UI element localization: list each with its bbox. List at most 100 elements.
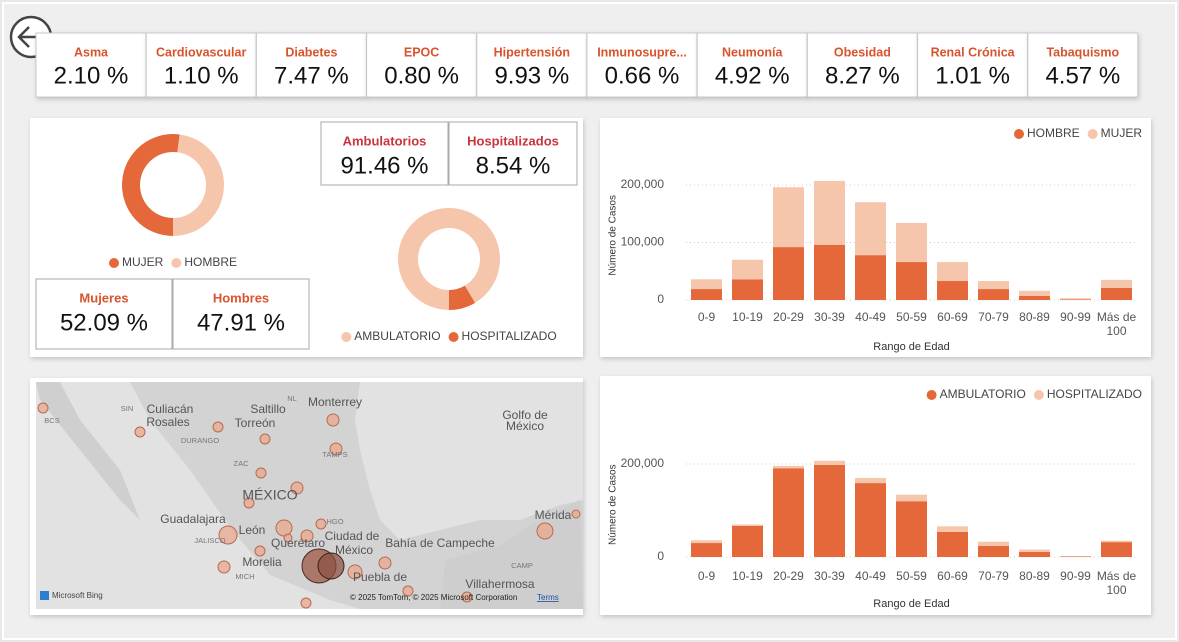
kpi-label: Inmunosupre... bbox=[597, 45, 687, 59]
x-tick-label: 80-89 bbox=[1019, 310, 1050, 324]
legend: HOMBRE MUJER bbox=[1013, 126, 1143, 140]
bar bbox=[1060, 299, 1091, 300]
kpi-label: Diabetes bbox=[285, 45, 337, 59]
kpi-value: 8.27 % bbox=[825, 62, 900, 89]
map-bubble bbox=[243, 497, 255, 509]
kpi-value: 4.92 % bbox=[715, 62, 790, 89]
bar bbox=[937, 526, 968, 532]
map-water bbox=[355, 382, 583, 540]
x-tick-label: 70-79 bbox=[978, 569, 1009, 583]
bar bbox=[937, 281, 968, 300]
bar bbox=[814, 180, 845, 245]
map-land bbox=[36, 382, 140, 520]
x-tick-label: 60-69 bbox=[937, 569, 968, 583]
x-tick-label: 40-49 bbox=[855, 310, 886, 324]
map-label: Golfo de bbox=[502, 408, 548, 422]
legend-label: MUJER bbox=[1101, 126, 1143, 140]
legend-label: AMBULATORIO bbox=[354, 329, 440, 343]
map-label: Puebla de bbox=[353, 570, 407, 584]
card bbox=[172, 278, 310, 350]
y-tick-label: 0 bbox=[657, 549, 664, 563]
x-tick-label: 0-9 bbox=[697, 310, 716, 324]
x-tick-label: 90-99 bbox=[1060, 569, 1091, 583]
map-label: Ciudad de bbox=[325, 529, 380, 543]
map-label: BCS bbox=[44, 416, 59, 425]
map-bubble bbox=[283, 533, 293, 543]
kpi-value: 9.93 % bbox=[494, 62, 569, 89]
legend-label: AMBULATORIO bbox=[940, 387, 1026, 401]
kpi-value: 1.01 % bbox=[935, 62, 1010, 89]
map-label: MICH bbox=[235, 572, 254, 581]
kpi-card bbox=[476, 32, 588, 98]
bar bbox=[896, 262, 927, 300]
y-tick-label: 100,000 bbox=[621, 235, 665, 249]
kpi-value: 0.66 % bbox=[605, 62, 680, 89]
x-tick-label: 50-59 bbox=[896, 569, 927, 583]
map-label: CAMP bbox=[511, 561, 533, 570]
x-tick-label: 60-69 bbox=[937, 310, 968, 324]
map-bubble bbox=[275, 519, 293, 537]
card-value: 8.54 % bbox=[476, 152, 551, 179]
bar bbox=[1060, 298, 1091, 300]
x-tick-label: 10-19 bbox=[732, 569, 763, 583]
map-logo: Microsoft Bing bbox=[52, 591, 103, 600]
map-label: Culiacán bbox=[147, 402, 194, 416]
legend-label: HOSPITALIZADO bbox=[1047, 387, 1142, 401]
x-tick-label: 40-49 bbox=[855, 569, 886, 583]
map-terms: Terms bbox=[537, 593, 559, 602]
map-bubble bbox=[259, 433, 271, 445]
kpi-card bbox=[806, 32, 918, 98]
bar bbox=[773, 247, 804, 300]
map-bubble bbox=[347, 564, 363, 580]
bar bbox=[896, 501, 927, 557]
legend-swatch bbox=[1033, 390, 1044, 400]
bar bbox=[691, 289, 722, 300]
x-tick-label: 30-39 bbox=[814, 569, 845, 583]
map-bubble bbox=[536, 522, 554, 540]
y-tick-label: 200,000 bbox=[621, 177, 665, 191]
map-bubble bbox=[37, 402, 49, 414]
bar bbox=[937, 262, 968, 282]
kpi-value: 2.10 % bbox=[54, 62, 129, 89]
bar bbox=[773, 465, 804, 469]
map-bubble bbox=[254, 545, 266, 557]
bar bbox=[978, 545, 1009, 557]
x-tick-label: Más de 100 bbox=[1096, 569, 1137, 597]
bar bbox=[937, 531, 968, 557]
bar bbox=[855, 477, 886, 484]
map-label: León bbox=[239, 523, 266, 537]
map-label: DURANGO bbox=[181, 436, 220, 445]
card bbox=[448, 121, 578, 186]
bar bbox=[732, 279, 763, 300]
map-label: JALISCO bbox=[194, 536, 225, 545]
legend-swatch bbox=[1013, 129, 1024, 139]
bar bbox=[773, 187, 804, 248]
map-bubble bbox=[212, 421, 224, 433]
bar bbox=[978, 281, 1009, 290]
bar bbox=[978, 541, 1009, 546]
bar bbox=[691, 543, 722, 557]
map-label: Querétaro bbox=[271, 536, 325, 550]
legend: AMBULATORIO HOSPITALIZADO bbox=[341, 329, 557, 343]
card-label: Ambulatorios bbox=[343, 133, 427, 148]
map-label: Rosales bbox=[146, 415, 189, 429]
legend-swatch bbox=[448, 332, 459, 342]
map-bubble bbox=[300, 529, 314, 543]
bar bbox=[732, 259, 763, 280]
x-tick-label: 50-59 bbox=[896, 310, 927, 324]
map-bubble bbox=[402, 585, 414, 597]
map-bubble bbox=[329, 442, 343, 456]
legend-swatch bbox=[171, 258, 182, 268]
map-bubble bbox=[315, 518, 327, 530]
map-water bbox=[36, 382, 360, 609]
x-tick-label: Más de 100 bbox=[1096, 310, 1137, 338]
card-value: 91.46 % bbox=[340, 152, 428, 179]
x-tick-label: 80-89 bbox=[1019, 569, 1050, 583]
bar bbox=[1101, 542, 1132, 557]
map-bubble bbox=[218, 525, 238, 545]
kpi-card bbox=[145, 32, 257, 98]
kpi-value: 0.80 % bbox=[384, 62, 459, 89]
x-axis-title: Rango de Edad bbox=[873, 341, 949, 353]
x-tick-label: 30-39 bbox=[814, 310, 845, 324]
